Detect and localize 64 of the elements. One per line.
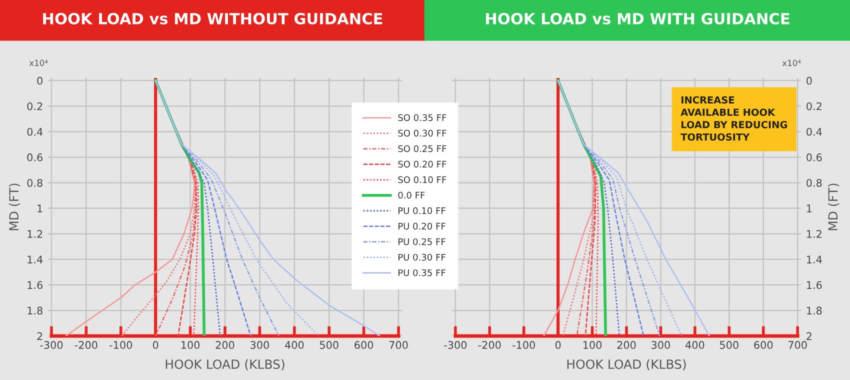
x-tick-label: -200 xyxy=(74,341,98,349)
y-tick-label: 1.2 xyxy=(807,230,822,238)
x-tick-label: 300 xyxy=(250,341,269,349)
y-tick-label: 1.8 xyxy=(28,306,42,315)
y-axis-title: MD (FT) xyxy=(828,184,840,230)
x-tick-label: 500 xyxy=(320,341,338,349)
x-axis-title: HOOK LOAD (KLBS) xyxy=(567,359,686,370)
legend-label: SO 0.35 FF xyxy=(398,114,446,122)
y-tick-label: 2 xyxy=(806,332,812,340)
x-tick-label: 600 xyxy=(754,341,773,349)
legend-label: PU 0.25 FF xyxy=(398,238,446,246)
y-tick-label: 0.6 xyxy=(27,153,42,162)
y-tick-label: 1.6 xyxy=(28,281,42,290)
y-tick-label: 0.4 xyxy=(806,128,822,136)
y-axis-title: MD (FT) xyxy=(8,184,20,230)
y-tick-label: 1.2 xyxy=(28,230,42,238)
legend-label: SO 0.30 FF xyxy=(398,130,446,137)
x-tick-label: 200 xyxy=(216,341,234,349)
y-tick-label: 1.6 xyxy=(807,281,822,290)
x-tick-label: -200 xyxy=(478,341,501,349)
y-tick-label: 0.6 xyxy=(806,153,822,162)
y-tick-label: 0.2 xyxy=(806,102,822,110)
text: x10⁴ xyxy=(782,60,801,66)
legend-label: PU 0.30 FF xyxy=(398,254,446,261)
x-tick-label: 100 xyxy=(181,341,200,349)
y-tick-label: 1 xyxy=(38,204,42,212)
x-tick-label: 700 xyxy=(389,341,408,349)
x-tick-label: 300 xyxy=(652,341,670,349)
y-tick-label: 0.8 xyxy=(806,178,822,187)
y-tick-label: 1.8 xyxy=(807,306,822,315)
x-tick-label: 0 xyxy=(152,341,158,349)
x-tick-label: 600 xyxy=(354,341,374,349)
legend-label: PU 0.10 FF xyxy=(398,207,446,214)
y-tick-label: 0.2 xyxy=(27,102,42,110)
y-tick-label: 0.8 xyxy=(27,178,42,187)
chart-title: HOOK LOAD vs MD WITH GUIDANCE xyxy=(486,12,790,24)
x-tick-label: 700 xyxy=(788,341,807,349)
x-tick-label: -100 xyxy=(110,341,132,349)
y-tick-label: 0.4 xyxy=(27,128,43,136)
legend-label: PU 0.35 FF xyxy=(398,269,446,276)
x-tick-label: 100 xyxy=(583,341,602,349)
legend-label: SO 0.20 FF xyxy=(398,160,446,168)
x-tick-label: -100 xyxy=(512,341,535,349)
annotation: INCREASE AVAILABLE HOOK LOAD BY REDUCING TORTUOSITY xyxy=(680,96,787,141)
x-tick-label: 500 xyxy=(720,341,738,349)
y-tick-label: 1.4 xyxy=(807,256,822,264)
x-tick-label: 400 xyxy=(284,341,304,349)
x-tick-label: -300 xyxy=(40,341,63,349)
y-tick-label: 1.4 xyxy=(28,256,43,264)
y-tick-label: 2 xyxy=(37,332,42,340)
legend-label: SO 0.25 FF xyxy=(398,145,446,152)
legend-label: PU 0.20 FF xyxy=(398,222,446,230)
x-tick-label: 0 xyxy=(555,341,561,349)
x-axis-title: HOOK LOAD (KLBS) xyxy=(166,359,284,370)
y-tick-label: 0 xyxy=(806,76,812,85)
y-tick-label: 1 xyxy=(807,204,812,212)
x-tick-label: 200 xyxy=(617,341,636,349)
x-tick-label: 400 xyxy=(686,341,704,349)
legend-label: 0.0 FF xyxy=(398,192,425,199)
y-tick-label: 0 xyxy=(37,76,42,85)
x-tick-label: -300 xyxy=(444,341,467,349)
text: x10⁴ xyxy=(29,60,48,66)
chart-title: HOOK LOAD vs MD WITHOUT GUIDANCE xyxy=(43,12,382,24)
legend-label: SO 0.10 FF xyxy=(398,176,446,184)
